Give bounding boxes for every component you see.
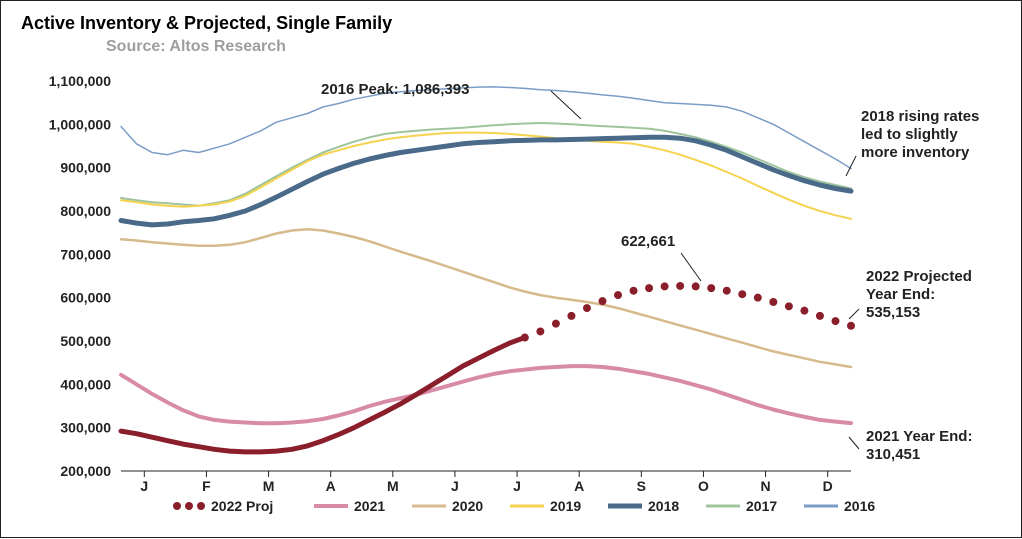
- y-tick-label: 800,000: [60, 203, 111, 219]
- annotation-text: more inventory: [861, 144, 970, 161]
- x-tick-label: J: [513, 478, 521, 494]
- legend: 2022 Proj 2021 2020 2019 2018 2017 2016: [173, 498, 875, 514]
- legend-item: 2019: [510, 498, 581, 514]
- annotation-ye2021: 2021 Year End:310,451: [849, 428, 972, 463]
- x-tick-label: A: [574, 478, 584, 494]
- chart-container: Active Inventory & Projected, Single Fam…: [0, 0, 1022, 538]
- x-tick-label: F: [202, 478, 211, 494]
- x-tick-label: N: [761, 478, 771, 494]
- annotation-text: 2021 Year End:: [866, 428, 972, 445]
- chart-title: Active Inventory & Projected, Single Fam…: [21, 13, 392, 33]
- legend-label: 2018: [648, 498, 679, 514]
- annotation-text: 535,153: [866, 304, 920, 321]
- annotation-mid622: 622,661: [621, 233, 701, 281]
- legend-item: 2022 Proj: [173, 498, 273, 514]
- y-tick-label: 200,000: [60, 463, 111, 479]
- annotation-text: led to slightly: [861, 126, 958, 143]
- series-s2022proj_dotted: [521, 282, 855, 342]
- legend-label: 2020: [452, 498, 483, 514]
- legend-item: 2021: [314, 498, 385, 514]
- x-tick-label: M: [387, 478, 399, 494]
- legend-item: 2020: [412, 498, 483, 514]
- x-tick-label: J: [140, 478, 148, 494]
- x-tick-label: J: [451, 478, 459, 494]
- y-tick-label: 300,000: [60, 420, 111, 436]
- y-tick-label: 1,000,000: [49, 116, 111, 132]
- y-axis-labels: 200,000 300,000 400,000 500,000 600,000 700,0…: [49, 73, 112, 479]
- legend-item: 2017: [706, 498, 777, 514]
- annotation-rates2018: 2018 rising ratesled to slightlymore inv…: [846, 108, 979, 176]
- x-tick-label: O: [698, 478, 709, 494]
- y-tick-label: 500,000: [60, 333, 111, 349]
- series-s2019: [121, 133, 851, 219]
- legend-item: 2018: [608, 498, 679, 514]
- legend-label: 2017: [746, 498, 777, 514]
- legend-label: 2021: [354, 498, 385, 514]
- x-tick-label: A: [326, 478, 336, 494]
- x-tick-label: S: [637, 478, 646, 494]
- annotation-peak2016: 2016 Peak: 1,086,393: [321, 81, 581, 119]
- x-tick-label: D: [823, 478, 833, 494]
- annotation-text: 2018 rising rates: [861, 108, 979, 125]
- chart-subtitle: Source: Altos Research: [106, 38, 286, 55]
- legend-label: 2019: [550, 498, 581, 514]
- annotation-text: 2022 Projected: [866, 268, 972, 285]
- legend-label: 2022 Proj: [211, 498, 273, 514]
- annotation-text: 310,451: [866, 446, 920, 463]
- series-s2021: [121, 366, 851, 423]
- legend-item: 2016: [804, 498, 875, 514]
- series-s2018: [121, 137, 851, 225]
- y-tick-label: 600,000: [60, 290, 111, 306]
- annotation-text: 622,661: [621, 233, 675, 250]
- y-tick-label: 900,000: [60, 160, 111, 176]
- x-tick-label: M: [263, 478, 275, 494]
- y-tick-label: 400,000: [60, 376, 111, 392]
- y-tick-label: 1,100,000: [49, 73, 111, 89]
- legend-label: 2016: [844, 498, 875, 514]
- series-s2017: [121, 123, 851, 206]
- annotation-projYE: 2022 ProjectedYear End:535,153: [849, 268, 972, 321]
- annotation-text: Year End:: [866, 286, 935, 303]
- series-s2022proj_actual: [121, 338, 525, 452]
- annotation-text: 2016 Peak: 1,086,393: [321, 81, 469, 98]
- inventory-chart: Active Inventory & Projected, Single Fam…: [1, 1, 1022, 539]
- x-axis-labels: JFMAMJJASOND: [140, 471, 832, 494]
- y-tick-label: 700,000: [60, 246, 111, 262]
